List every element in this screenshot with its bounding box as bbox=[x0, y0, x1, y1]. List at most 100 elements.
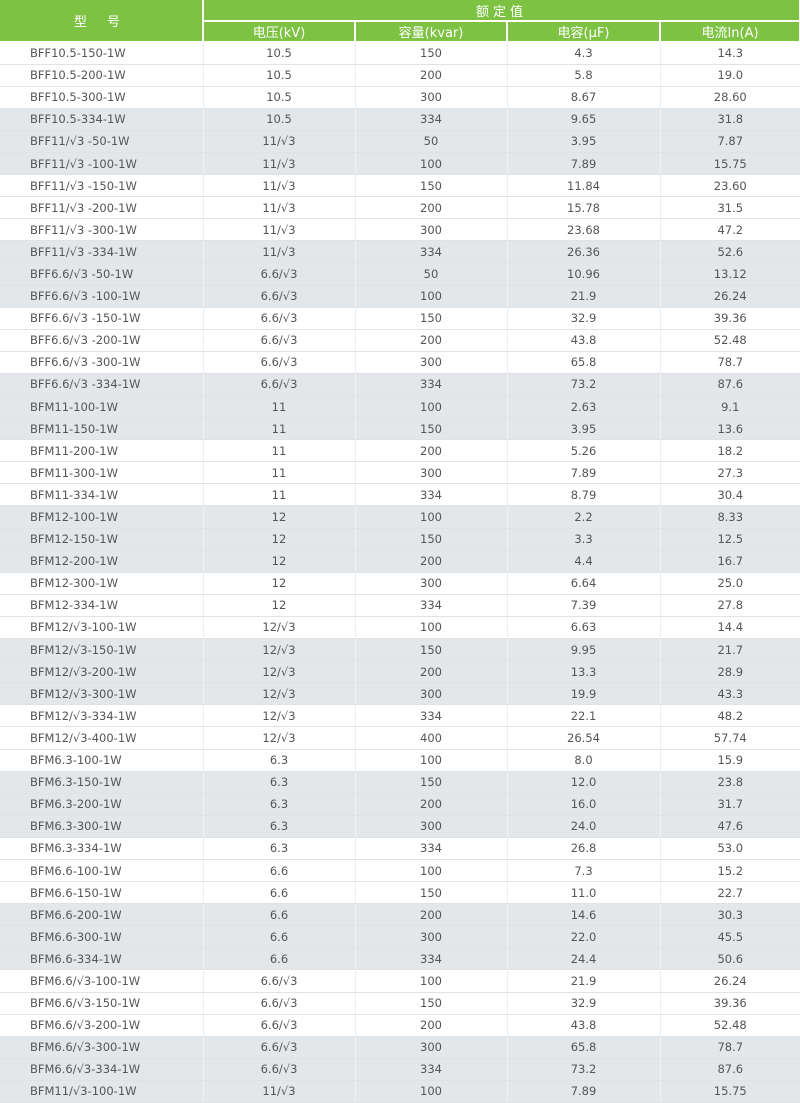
capacity-cell: 300 bbox=[354, 682, 507, 706]
capacity-cell: 334 bbox=[354, 704, 507, 728]
capacity-cell: 50 bbox=[354, 130, 507, 153]
capacitance-cell: 2.2 bbox=[506, 505, 660, 529]
model-cell: BFF6.6/√3 -334-1W bbox=[0, 373, 203, 397]
voltage-cell: 6.6/√3 bbox=[202, 1036, 355, 1059]
current-cell: 7.87 bbox=[659, 130, 800, 153]
current-cell: 39.36 bbox=[659, 992, 800, 1015]
header-current: 电流In(A) bbox=[658, 21, 800, 43]
capacity-cell: 150 bbox=[354, 417, 507, 441]
capacity-cell: 100 bbox=[354, 285, 507, 308]
voltage-cell: 12 bbox=[202, 505, 355, 529]
table-row: BFM11-300-1W 11 300 7.89 27.3 bbox=[0, 461, 800, 485]
capacity-cell: 200 bbox=[354, 660, 507, 684]
capacitance-cell: 21.9 bbox=[506, 969, 660, 993]
capacitance-cell: 8.0 bbox=[506, 749, 660, 772]
model-cell: BFM6.6-100-1W bbox=[0, 859, 203, 883]
current-cell: 26.24 bbox=[659, 969, 800, 993]
capacitance-cell: 7.89 bbox=[506, 461, 660, 485]
current-cell: 16.7 bbox=[659, 550, 800, 573]
capacitance-cell: 32.9 bbox=[506, 992, 660, 1015]
capacity-cell: 200 bbox=[354, 550, 507, 573]
table-row: BFF11/√3 -100-1W 11/√3 100 7.89 15.75 bbox=[0, 152, 800, 176]
voltage-cell: 12/√3 bbox=[202, 638, 355, 662]
table-row: BFF11/√3 -334-1W 11/√3 334 26.36 52.6 bbox=[0, 240, 800, 264]
model-cell: BFF10.5-150-1W bbox=[0, 42, 203, 65]
model-cell: BFM12/√3-334-1W bbox=[0, 704, 203, 728]
current-cell: 52.48 bbox=[659, 329, 800, 352]
model-cell: BFM6.3-300-1W bbox=[0, 815, 203, 838]
voltage-cell: 12/√3 bbox=[202, 704, 355, 728]
voltage-cell: 6.6/√3 bbox=[202, 285, 355, 308]
table-row: BFM6.6-200-1W 6.6 200 14.6 30.3 bbox=[0, 903, 800, 927]
table-row: BFM12-300-1W 12 300 6.64 25.0 bbox=[0, 572, 800, 595]
voltage-cell: 11/√3 bbox=[202, 130, 355, 153]
model-cell: BFM12-300-1W bbox=[0, 572, 203, 595]
capacitance-cell: 14.6 bbox=[506, 903, 660, 927]
capacity-cell: 100 bbox=[354, 395, 507, 419]
table-row: BFM12-150-1W 12 150 3.3 12.5 bbox=[0, 528, 800, 551]
voltage-cell: 11 bbox=[202, 417, 355, 441]
current-cell: 31.8 bbox=[659, 108, 800, 131]
model-cell: BFF11/√3 -100-1W bbox=[0, 152, 203, 176]
voltage-cell: 6.6/√3 bbox=[202, 1058, 355, 1081]
voltage-cell: 6.6/√3 bbox=[202, 351, 355, 374]
capacitance-cell: 73.2 bbox=[506, 373, 660, 397]
model-cell: BFM12-200-1W bbox=[0, 550, 203, 573]
model-cell: BFF11/√3 -50-1W bbox=[0, 130, 203, 153]
table-row: BFM12-334-1W 12 334 7.39 27.8 bbox=[0, 594, 800, 617]
current-cell: 15.9 bbox=[659, 749, 800, 772]
model-cell: BFM11-200-1W bbox=[0, 439, 203, 463]
current-cell: 47.2 bbox=[659, 218, 800, 242]
voltage-cell: 11 bbox=[202, 461, 355, 485]
capacity-cell: 150 bbox=[354, 307, 507, 330]
model-cell: BFM12/√3-300-1W bbox=[0, 682, 203, 706]
table-row: BFM6.6/√3-150-1W 6.6/√3 150 32.9 39.36 bbox=[0, 992, 800, 1015]
capacity-cell: 100 bbox=[354, 859, 507, 883]
model-cell: BFM6.3-200-1W bbox=[0, 793, 203, 816]
table-row: BFF6.6/√3 -334-1W 6.6/√3 334 73.2 87.6 bbox=[0, 373, 800, 397]
model-cell: BFF11/√3 -334-1W bbox=[0, 240, 203, 264]
current-cell: 18.2 bbox=[659, 439, 800, 463]
voltage-cell: 12 bbox=[202, 528, 355, 551]
table-row: BFM6.3-200-1W 6.3 200 16.0 31.7 bbox=[0, 793, 800, 816]
current-cell: 45.5 bbox=[659, 925, 800, 949]
current-cell: 78.7 bbox=[659, 351, 800, 374]
capacity-cell: 334 bbox=[354, 483, 507, 507]
capacitance-cell: 43.8 bbox=[506, 1014, 660, 1037]
voltage-cell: 6.6 bbox=[202, 859, 355, 883]
capacity-cell: 200 bbox=[354, 903, 507, 927]
voltage-cell: 6.3 bbox=[202, 749, 355, 772]
voltage-cell: 11 bbox=[202, 483, 355, 507]
model-cell: BFF6.6/√3 -100-1W bbox=[0, 285, 203, 308]
table-row: BFF10.5-334-1W 10.5 334 9.65 31.8 bbox=[0, 108, 800, 131]
current-cell: 12.5 bbox=[659, 528, 800, 551]
capacity-cell: 400 bbox=[354, 726, 507, 750]
current-cell: 14.3 bbox=[659, 42, 800, 65]
model-cell: BFF6.6/√3 -300-1W bbox=[0, 351, 203, 374]
table-row: BFM12/√3-334-1W 12/√3 334 22.1 48.2 bbox=[0, 704, 800, 728]
model-cell: BFM11-100-1W bbox=[0, 395, 203, 419]
table-row: BFM6.6-150-1W 6.6 150 11.0 22.7 bbox=[0, 881, 800, 905]
voltage-cell: 6.6/√3 bbox=[202, 373, 355, 397]
capacitance-cell: 7.3 bbox=[506, 859, 660, 883]
voltage-cell: 6.6/√3 bbox=[202, 1014, 355, 1037]
voltage-cell: 11/√3 bbox=[202, 218, 355, 242]
current-cell: 78.7 bbox=[659, 1036, 800, 1059]
voltage-cell: 11/√3 bbox=[202, 1080, 355, 1103]
capacitance-cell: 8.67 bbox=[506, 86, 660, 109]
table-row: BFM12-100-1W 12 100 2.2 8.33 bbox=[0, 505, 800, 529]
voltage-cell: 12 bbox=[202, 594, 355, 617]
capacity-cell: 50 bbox=[354, 262, 507, 286]
current-cell: 27.3 bbox=[659, 461, 800, 485]
capacity-cell: 334 bbox=[354, 837, 507, 860]
current-cell: 9.1 bbox=[659, 395, 800, 419]
table-row: BFF11/√3 -300-1W 11/√3 300 23.68 47.2 bbox=[0, 218, 800, 242]
voltage-cell: 11/√3 bbox=[202, 152, 355, 176]
capacity-cell: 334 bbox=[354, 373, 507, 397]
current-cell: 57.74 bbox=[659, 726, 800, 750]
current-cell: 15.75 bbox=[659, 152, 800, 176]
voltage-cell: 12 bbox=[202, 572, 355, 595]
voltage-cell: 6.6/√3 bbox=[202, 969, 355, 993]
capacity-cell: 100 bbox=[354, 152, 507, 176]
table-row: BFM6.3-300-1W 6.3 300 24.0 47.6 bbox=[0, 815, 800, 838]
